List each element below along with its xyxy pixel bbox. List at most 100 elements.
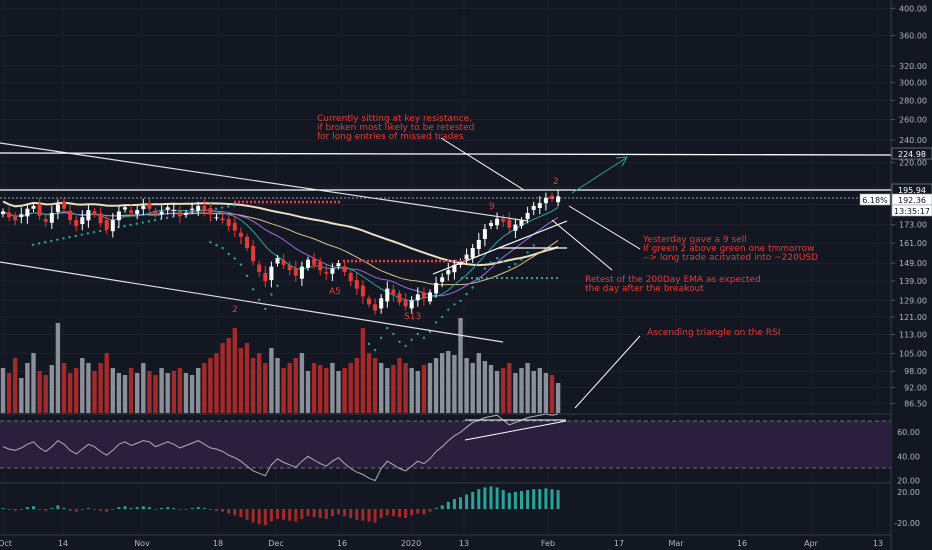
resistance-line[interactable] [0, 152, 892, 156]
volume-bar [354, 358, 359, 413]
rsi-tick-label: 60.00 [897, 428, 920, 437]
psar-dot [258, 298, 261, 302]
projection-arrow[interactable] [571, 157, 627, 194]
price-tick-label: 173.00 [899, 221, 927, 230]
time-tick-label: Feb [541, 539, 555, 548]
time-tick-label: 16 [337, 539, 347, 548]
macd-bar [166, 507, 170, 509]
macd-bar [355, 509, 359, 520]
psar-dot [37, 242, 41, 245]
psar-dot [166, 216, 169, 220]
volume-bar [196, 368, 201, 413]
macd-bar [160, 508, 164, 509]
psar-dot [153, 218, 157, 222]
price-tick-label: 129.00 [899, 296, 927, 305]
volume-bar [135, 373, 140, 413]
volume-bar [488, 365, 494, 413]
volume-bar [543, 373, 549, 413]
macd-bar [385, 509, 389, 516]
macd-bar [520, 491, 523, 509]
candle-body [464, 254, 469, 260]
macd-bar [178, 509, 182, 510]
time-tick-label: 13 [459, 539, 469, 548]
candle-body [501, 218, 506, 222]
macd-bar [1, 508, 5, 509]
volume-bar [537, 368, 542, 413]
annotation-resistance: if broken most likely to be retested [317, 123, 474, 133]
macd-bar [544, 488, 548, 509]
psar-dot [410, 338, 413, 342]
td-label: S13 [404, 312, 421, 322]
macd-bar [86, 508, 90, 509]
volume-bar [385, 368, 390, 413]
psar-dot [98, 229, 102, 233]
psar-dot [233, 204, 236, 207]
psar-dot [215, 243, 218, 247]
triangle-support-line[interactable] [432, 220, 568, 275]
psar-dot [367, 342, 371, 346]
psar-dot [514, 262, 517, 266]
candle-body [330, 268, 335, 274]
psar-dot [453, 303, 456, 306]
psar-dot [68, 235, 71, 239]
time-tick-label: Apr [804, 539, 819, 548]
rsi-band-fill [0, 421, 891, 468]
price-tag-countdown: 13:35:17 [894, 207, 930, 216]
td-label: 2 [553, 177, 559, 187]
annotation-ema: the day after the breakout [585, 284, 704, 294]
time-tick-label: 13 [873, 539, 883, 548]
time-tick-label: 18 [213, 539, 223, 548]
volume-bar [147, 371, 152, 413]
volume-bar [257, 353, 262, 413]
candle-body [110, 220, 115, 232]
psar-dot [276, 284, 279, 288]
price-tick-label: 220.00 [899, 159, 927, 168]
descending-trendline-upper[interactable] [0, 142, 529, 222]
rsi-triangle-bottom[interactable] [464, 420, 567, 441]
candle-body [165, 207, 170, 210]
volume-bar [37, 371, 42, 413]
candle-body [318, 261, 323, 271]
volume-bar [379, 363, 384, 413]
candle-body [452, 264, 457, 273]
candle-body [373, 304, 378, 311]
volume-bar [501, 368, 506, 413]
volume-bar [305, 371, 311, 413]
candle-body [299, 266, 304, 279]
macd-bar [477, 489, 481, 509]
psar-dot [74, 234, 77, 238]
volume-bar [366, 353, 372, 413]
descending-trendline-lower[interactable] [0, 261, 504, 343]
price-tick-label: 105.00 [899, 349, 927, 358]
psar-dot [227, 252, 230, 256]
psar-dot [459, 299, 462, 303]
macd-bar [337, 509, 340, 515]
macd-bar [446, 501, 450, 509]
macd-bar [428, 509, 432, 512]
psar-dot [434, 321, 438, 324]
volume-bar [397, 358, 402, 413]
candle-body [342, 266, 347, 272]
annotation-resistance: Currently sitting at key resistance, [317, 114, 472, 124]
candle-body [550, 195, 554, 200]
macd-bar [367, 509, 371, 522]
macd-bar [13, 509, 17, 511]
volume-bar [171, 371, 176, 413]
macd-bar [465, 494, 469, 509]
volume-bar [159, 368, 164, 413]
psar-dot [520, 258, 523, 261]
candle-body [147, 202, 152, 209]
macd-bar [93, 509, 96, 510]
price-tick-label: 149.00 [899, 259, 927, 268]
psar-dot [264, 307, 267, 311]
price-tick-label: 161.00 [899, 239, 927, 248]
price-tick-label: 280.00 [899, 96, 927, 105]
candle-body [184, 212, 188, 215]
psar-dot [239, 263, 243, 266]
macd-bar [38, 509, 42, 510]
candle-body [251, 245, 256, 262]
candle-body [37, 203, 42, 216]
price-tick-label: 260.00 [899, 116, 927, 125]
price-tag-pct-bg [859, 193, 891, 206]
